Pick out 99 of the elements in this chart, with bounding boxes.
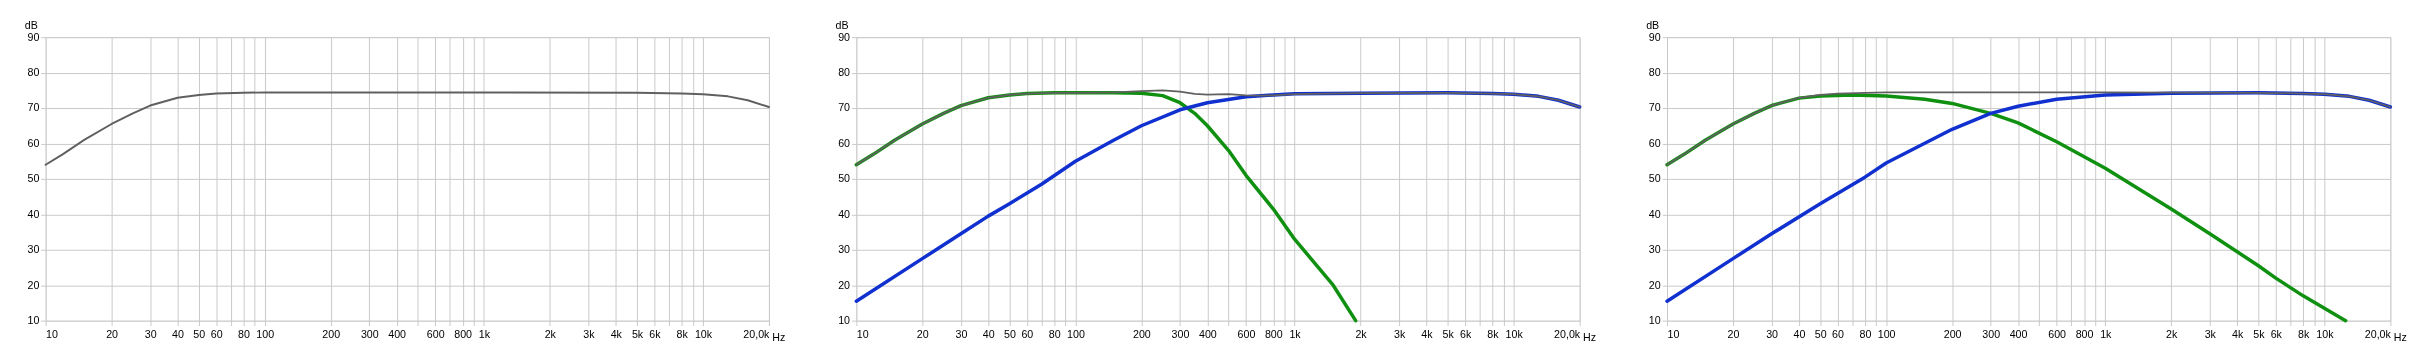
y-tick-label: 40 (27, 207, 40, 220)
x-tick-label: 10 (856, 327, 869, 340)
x-tick-label: 100 (1877, 327, 1896, 340)
x-tick-label: 8k (676, 327, 689, 340)
y-tick-label: 50 (27, 172, 40, 185)
y-tick-label: 80 (27, 66, 40, 78)
y-tick-label: 80 (838, 66, 851, 78)
x-tick-label: 80 (1859, 327, 1872, 340)
x-tick-label: 10k (1505, 327, 1524, 340)
y-tick-label: 20 (838, 278, 851, 291)
y-tick-label: 60 (1648, 136, 1661, 149)
x-tick-label: 20,0k (1554, 327, 1581, 340)
y-tick-label: 30 (27, 243, 40, 256)
x-tick-label: 800 (454, 327, 473, 340)
x-tick-label: 300 (1171, 327, 1190, 340)
x-tick-label: 6k (2270, 327, 2283, 340)
x-tick-label: 40 (172, 327, 185, 340)
x-tick-label: 10k (694, 327, 713, 340)
x-tick-label: 20,0k (2364, 327, 2392, 340)
x-tick-label: 300 (360, 327, 379, 340)
x-tick-label: 10k (2316, 327, 2335, 340)
x-tick-label: 800 (1264, 327, 1283, 340)
x-tick-label: 60 (1021, 327, 1034, 340)
y-tick-label: 70 (1648, 101, 1661, 114)
x-tick-label: 800 (2075, 327, 2094, 340)
x-tick-label: 30 (955, 327, 968, 340)
x-tick-label: 50 (193, 327, 206, 340)
x-tick-label: 400 (388, 327, 407, 340)
y-tick-label: 20 (1648, 278, 1661, 291)
x-tick-label: 4k (1421, 327, 1434, 340)
x-tick-label: 8k (2298, 327, 2310, 340)
x-tick-label: 1k (478, 327, 491, 340)
x-tick-label: 400 (2009, 327, 2028, 340)
y-tick-label: 30 (1648, 243, 1661, 256)
y-tick-label: 10 (27, 314, 40, 327)
y-tick-label: 30 (838, 243, 851, 256)
x-tick-label: 200 (1133, 327, 1151, 340)
x-tick-label: 200 (322, 327, 341, 340)
x-tick-label: 1k (2100, 327, 2113, 340)
x-tick-label: 100 (1067, 327, 1085, 340)
y-tick-label: 70 (27, 101, 40, 114)
x-tick-label: 20 (916, 327, 929, 340)
x-tick-label: 8k (1487, 327, 1500, 340)
x-tick-label: 10 (1667, 327, 1680, 340)
x-tick-label: 5k (1442, 327, 1455, 340)
x-tick-label: 60 (210, 327, 223, 340)
x-tick-label: 300 (1982, 327, 2001, 340)
y-axis-title: dB (1646, 18, 1660, 31)
x-axis-title: Hz (1583, 330, 1597, 343)
y-tick-label: 40 (838, 207, 851, 220)
x-tick-label: 600 (2048, 327, 2067, 340)
y-tick-label: 90 (838, 30, 851, 43)
x-tick-label: 80 (238, 327, 250, 340)
x-tick-label: 3k (583, 327, 596, 340)
y-tick-label: 10 (1648, 314, 1661, 327)
y-tick-label: 80 (1648, 66, 1661, 78)
y-tick-label: 50 (1648, 172, 1661, 185)
y-tick-label: 60 (838, 136, 851, 149)
x-tick-label: 6k (649, 327, 662, 340)
x-tick-label: 50 (1814, 327, 1827, 340)
x-axis-title: Hz (772, 330, 786, 343)
x-tick-label: 100 (256, 327, 275, 340)
x-tick-label: 20 (106, 327, 119, 340)
y-tick-label: 50 (838, 172, 851, 185)
y-tick-label: 90 (1648, 30, 1661, 43)
x-tick-label: 5k (631, 327, 644, 340)
x-tick-label: 400 (1198, 327, 1217, 340)
x-tick-label: 50 (1004, 327, 1016, 340)
x-tick-label: 60 (1832, 327, 1845, 340)
x-tick-label: 200 (1943, 327, 1962, 340)
y-tick-label: 60 (27, 136, 40, 149)
x-tick-label: 30 (144, 327, 157, 340)
x-tick-label: 20,0k (743, 327, 771, 340)
x-tick-label: 40 (1793, 327, 1806, 340)
x-tick-label: 3k (2204, 327, 2217, 340)
x-tick-label: 30 (1766, 327, 1779, 340)
x-tick-label: 5k (2253, 327, 2266, 340)
y-axis-title: dB (835, 18, 849, 31)
x-tick-label: 600 (1237, 327, 1256, 340)
x-tick-label: 2k (2166, 327, 2179, 340)
y-tick-label: 90 (27, 30, 40, 43)
x-tick-label: 10 (46, 327, 59, 340)
x-tick-label: 40 (982, 327, 995, 340)
x-tick-label: 600 (426, 327, 445, 340)
x-axis-title: Hz (2393, 330, 2407, 343)
x-tick-label: 3k (1393, 327, 1406, 340)
x-tick-label: 2k (544, 327, 557, 340)
x-tick-label: 80 (1048, 327, 1061, 340)
x-tick-label: 4k (610, 327, 623, 340)
x-tick-label: 4k (2232, 327, 2244, 340)
y-tick-label: 40 (1648, 207, 1661, 220)
y-axis-title: dB (24, 18, 38, 31)
x-tick-label: 2k (1355, 327, 1368, 340)
y-tick-label: 20 (27, 278, 40, 291)
y-tick-label: 10 (838, 314, 851, 327)
x-tick-label: 6k (1459, 327, 1472, 340)
x-tick-label: 1k (1289, 327, 1302, 340)
y-tick-label: 70 (838, 101, 851, 114)
x-tick-label: 20 (1727, 327, 1740, 340)
